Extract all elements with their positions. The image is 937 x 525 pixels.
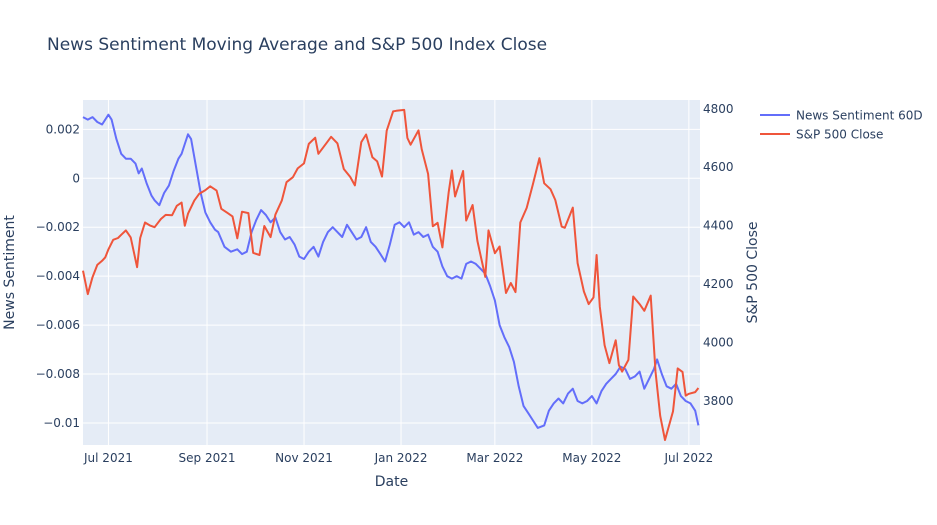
legend: News Sentiment 60D S&P 500 Close	[760, 109, 923, 142]
x-tick-label: Jul 2022	[663, 451, 713, 465]
x-tick-label: May 2022	[562, 451, 621, 465]
legend-item-sentiment[interactable]: News Sentiment 60D	[760, 109, 923, 123]
y-right-tick-label: 4800	[703, 102, 734, 116]
y-left-tick-label: −0.008	[36, 367, 80, 381]
x-tick-label: Sep 2021	[179, 451, 236, 465]
y-right-axis-title: S&P 500 Close	[745, 221, 761, 323]
y-right-tick-label: 4600	[703, 160, 734, 174]
y-left-axis-title: News Sentiment	[2, 215, 18, 330]
series-layer	[82, 108, 700, 441]
x-tick-label: Nov 2021	[275, 451, 333, 465]
y-left-tick-label: 0.002	[46, 122, 80, 136]
y-left-tick-labels: 0.002 0 −0.002 −0.004 −0.006 −0.008 −0.01	[36, 122, 80, 430]
series-line-sentiment	[82, 113, 700, 429]
y-left-tick-label: 0	[72, 171, 80, 185]
y-left-tick-label: −0.01	[43, 416, 80, 430]
y-right-tick-label: 4000	[703, 336, 734, 350]
x-tick-label: Jul 2021	[83, 451, 133, 465]
x-tick-label: Mar 2022	[466, 451, 523, 465]
legend-label-sp500: S&P 500 Close	[796, 128, 883, 142]
legend-label-sentiment: News Sentiment 60D	[796, 109, 923, 123]
y-gridlines	[83, 128, 700, 424]
y-left-tick-label: −0.004	[36, 269, 80, 283]
chart-title: News Sentiment Moving Average and S&P 50…	[47, 35, 547, 55]
plot-area	[83, 100, 700, 445]
y-right-tick-label: 4400	[703, 219, 734, 233]
y-left-tick-label: −0.006	[36, 318, 80, 332]
y-left-tick-label: −0.002	[36, 220, 80, 234]
series-line-sp500	[82, 108, 700, 441]
y-right-tick-labels: 4800 4600 4400 4200 4000 3800	[703, 102, 734, 408]
x-axis-title: Date	[375, 474, 408, 490]
y-right-tick-label: 4200	[703, 277, 734, 291]
x-tick-labels: Jul 2021 Sep 2021 Nov 2021 Jan 2022 Mar 2022…	[83, 451, 713, 465]
x-tick-label: Jan 2022	[374, 451, 428, 465]
legend-item-sp500[interactable]: S&P 500 Close	[760, 128, 883, 142]
y-right-tick-label: 3800	[703, 394, 734, 408]
x-gridlines	[107, 100, 690, 445]
